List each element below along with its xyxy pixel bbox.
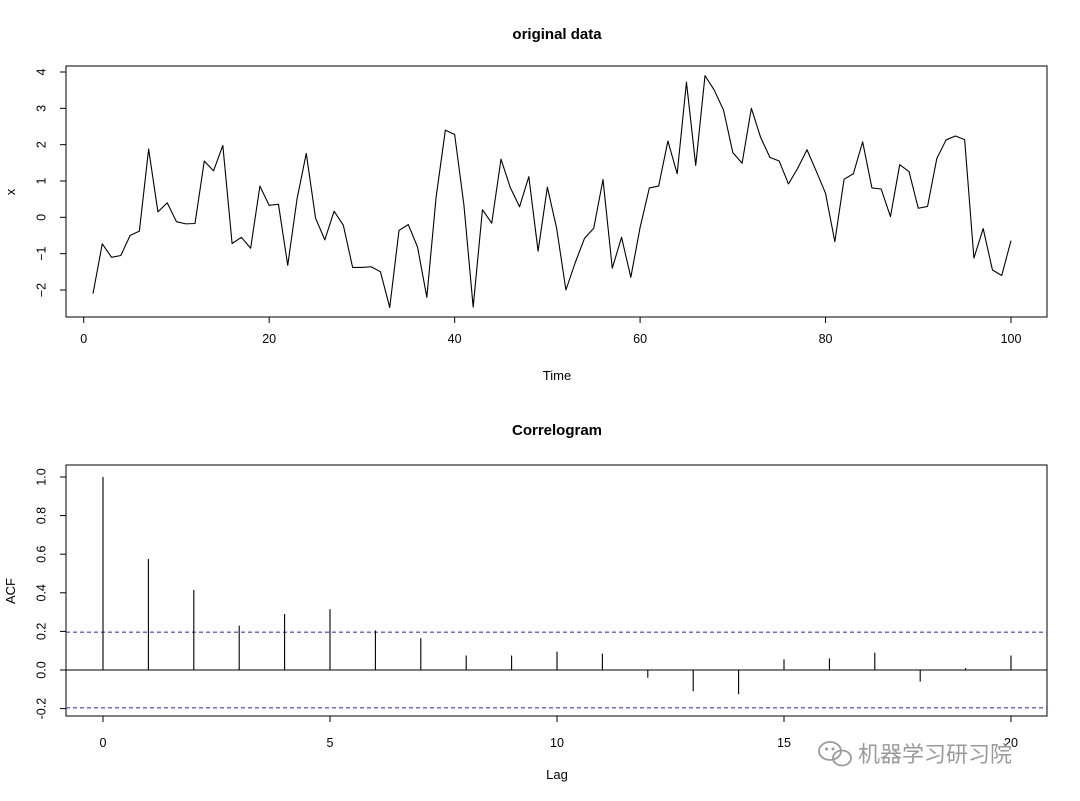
bottom-y-ticks: -0.2 0.0 0.2 0.4 0.6 0.8 1.0 [34,468,66,719]
top-x-tick-label: 60 [633,332,647,346]
bottom-y-tick-label: 0.4 [34,584,48,601]
watermark-text: 机器学习研习院 [858,743,1012,768]
top-y-tick-label: −1 [34,246,48,260]
time-series-panel: original data 0 20 40 60 80 100 −2 −1 0 1 2 3 4 Tim… [3,26,1048,383]
top-y-tick-label: −2 [34,283,48,297]
top-y-tick-label: 2 [34,141,48,148]
top-x-axis-label: Time [543,368,571,383]
correlogram-panel: Correlogram 0 5 10 15 20 -0.2 0.0 0.2 0.4 0.6 0.8… [3,422,1048,782]
top-x-tick-label: 100 [1001,332,1022,346]
bottom-x-tick-label: 10 [550,736,564,750]
top-x-tick-label: 80 [819,332,833,346]
bottom-y-tick-label: 0.8 [34,507,48,524]
top-y-tick-label: 0 [34,214,48,221]
time-series-line [92,75,1012,308]
watermark: 机器学习研习院 [818,741,1012,768]
top-y-tick-label: 3 [34,105,48,112]
bottom-y-tick-label: 1.0 [34,468,48,485]
top-x-tick-label: 20 [262,332,276,346]
bottom-y-axis-label: ACF [3,578,18,604]
bottom-x-tick-label: 20 [1004,736,1018,750]
top-y-axis-label: x [3,188,18,195]
top-y-ticks: −2 −1 0 1 2 3 4 [34,68,66,297]
bottom-x-tick-label: 0 [100,736,107,750]
bottom-y-tick-label: 0.6 [34,545,48,562]
bottom-x-axis-label: Lag [546,767,568,782]
bottom-y-tick-label: -0.2 [34,698,48,720]
bottom-x-tick-label: 15 [777,736,791,750]
bottom-y-tick-label: 0.2 [34,623,48,640]
top-x-ticks: 0 20 40 60 80 100 [80,317,1021,346]
top-y-tick-label: 4 [34,68,48,75]
wechat-icon [818,741,852,767]
top-x-tick-label: 0 [80,332,87,346]
bottom-plot-frame [65,464,1048,717]
bottom-x-ticks: 0 5 10 15 20 [100,716,1018,750]
top-x-tick-label: 40 [448,332,462,346]
top-chart-title: original data [512,26,602,43]
bottom-x-tick-label: 5 [327,736,334,750]
bottom-y-tick-label: 0.0 [34,661,48,678]
acf-bars [102,477,1012,695]
bottom-chart-title: Correlogram [512,422,602,439]
top-y-tick-label: 1 [34,177,48,184]
top-plot-frame [65,65,1048,318]
